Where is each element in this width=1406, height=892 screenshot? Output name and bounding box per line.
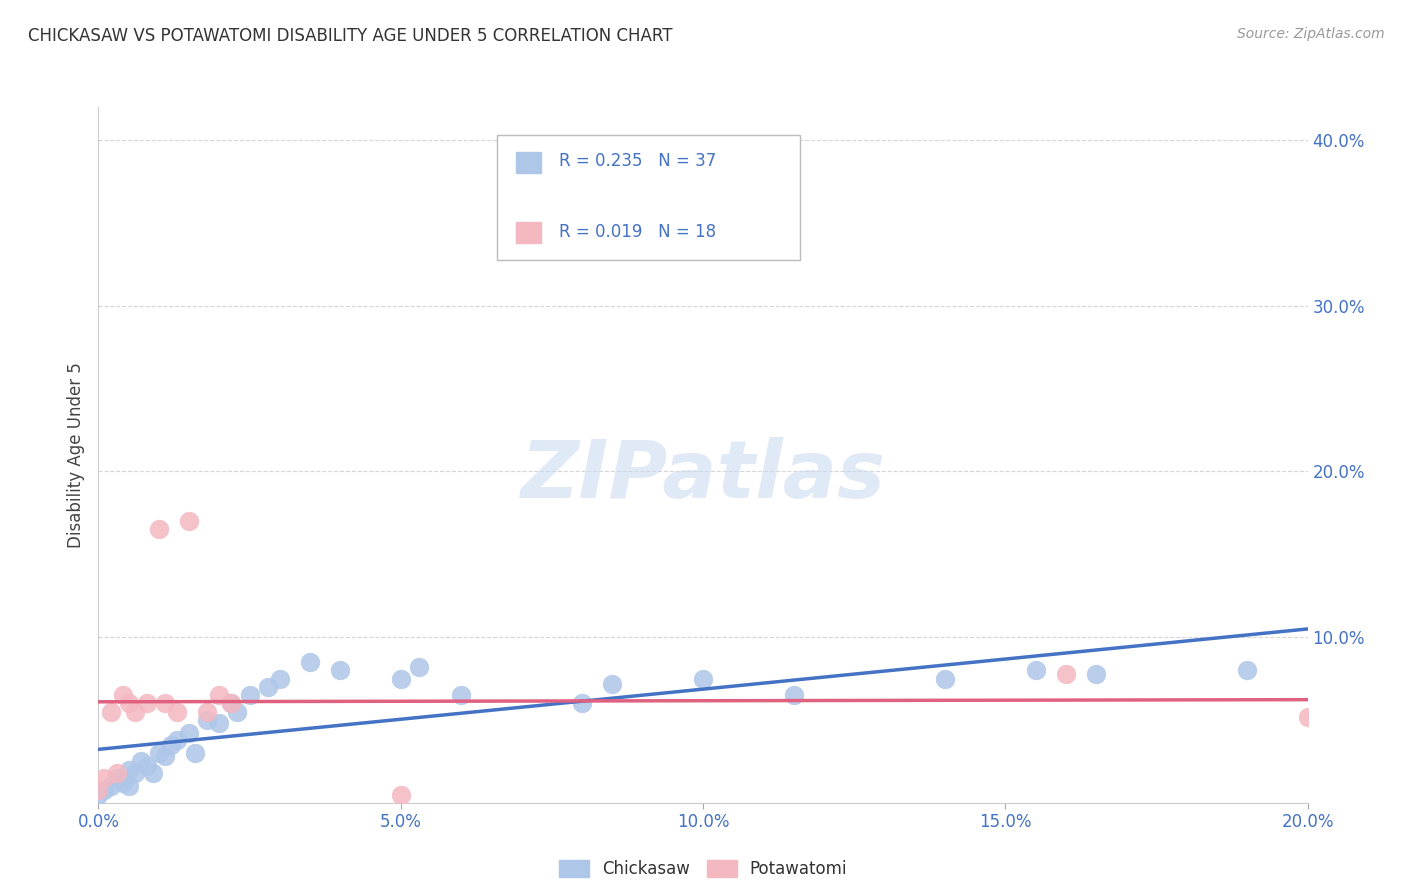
Point (195, 705, 218, 719)
FancyBboxPatch shape (516, 222, 541, 243)
Point (142, 766, 165, 780)
Text: R = 0.235   N = 37: R = 0.235 N = 37 (560, 152, 717, 169)
Point (148, 746, 170, 760)
Text: Source: ZipAtlas.com: Source: ZipAtlas.com (1237, 27, 1385, 41)
Point (111, 688, 134, 702)
Point (1085, 666, 1108, 681)
Point (221, 697, 243, 711)
Point (93, 771, 115, 785)
Point (256, 680, 278, 694)
Point (105, 766, 128, 780)
Point (1024, 663, 1046, 677)
Point (226, 705, 249, 719)
Point (124, 705, 146, 719)
Legend: Chickasaw, Potawatomi: Chickasaw, Potawatomi (553, 854, 853, 885)
Point (148, 523, 170, 537)
Point (105, 771, 128, 785)
Point (153, 697, 176, 711)
Point (934, 672, 956, 686)
Point (602, 676, 624, 690)
Point (87, 788, 110, 802)
Point (87, 782, 110, 797)
Point (179, 514, 201, 528)
Point (450, 688, 472, 702)
Point (118, 763, 141, 777)
Point (179, 726, 201, 740)
Point (129, 755, 152, 769)
Point (389, 788, 412, 802)
Point (118, 779, 141, 793)
Point (239, 688, 262, 702)
Point (299, 655, 322, 669)
Point (135, 759, 157, 773)
Point (160, 738, 183, 752)
Point (692, 672, 714, 686)
Y-axis label: Disability Age Under 5: Disability Age Under 5 (66, 362, 84, 548)
Point (166, 705, 188, 719)
Point (208, 716, 231, 731)
Point (269, 672, 291, 686)
Point (389, 672, 412, 686)
Point (111, 776, 134, 790)
Point (100, 779, 122, 793)
Point (135, 697, 157, 711)
Point (1054, 666, 1077, 681)
Point (783, 688, 806, 702)
Point (153, 749, 176, 764)
Text: ZIPatlas: ZIPatlas (520, 437, 886, 515)
Point (118, 697, 141, 711)
Point (329, 663, 352, 677)
Text: CHICKASAW VS POTAWATOMI DISABILITY AGE UNDER 5 CORRELATION CHART: CHICKASAW VS POTAWATOMI DISABILITY AGE U… (28, 27, 672, 45)
FancyBboxPatch shape (498, 135, 800, 260)
Point (221, 697, 243, 711)
Point (195, 713, 218, 727)
Point (100, 705, 122, 719)
Point (124, 766, 146, 780)
Point (1236, 663, 1258, 677)
Point (208, 688, 231, 702)
FancyBboxPatch shape (516, 153, 541, 173)
Point (1296, 709, 1319, 723)
Point (93, 782, 115, 797)
Point (408, 660, 430, 674)
Text: R = 0.019   N = 18: R = 0.019 N = 18 (560, 223, 716, 241)
Point (571, 697, 593, 711)
Point (184, 746, 207, 760)
Point (166, 732, 188, 747)
